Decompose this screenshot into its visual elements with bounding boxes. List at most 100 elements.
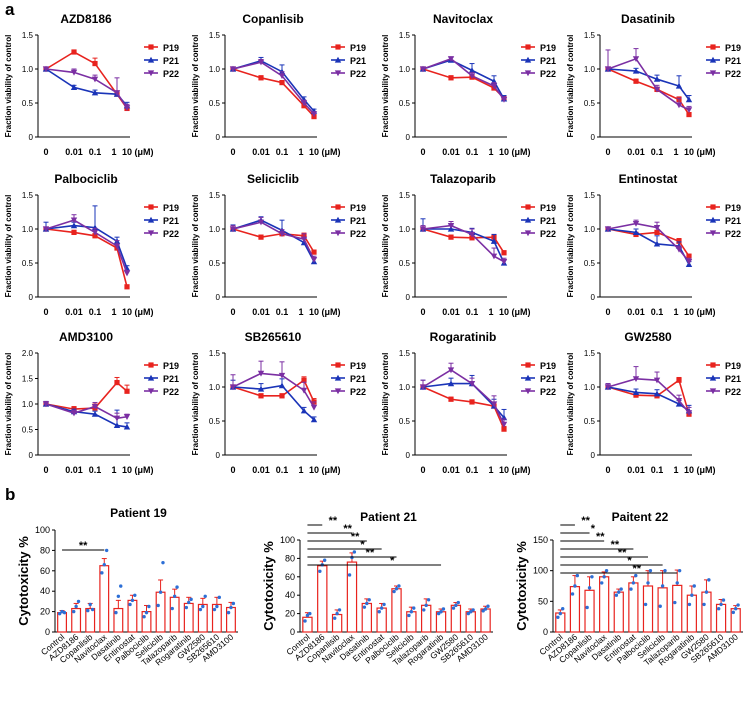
bar-group — [211, 595, 222, 633]
y-tick-label: 20 — [285, 609, 295, 619]
x-tick-label: 0.1 — [651, 307, 664, 317]
line-chart-entinostat: Entinostat 0 0.5 1.0 1.5 0 0.01 0.1 1 10 (μM) Fract… — [566, 172, 741, 317]
x-tick-label: 1 — [298, 307, 303, 317]
legend-marker — [334, 230, 342, 237]
bar-group — [113, 584, 124, 633]
x-tick-label: 10 — [499, 465, 509, 475]
bar-group — [584, 575, 595, 633]
legend-label: P22 — [350, 229, 366, 239]
x-tick-label: 1 — [111, 465, 116, 475]
bar — [169, 596, 180, 633]
chart-title: Rogaratinib — [430, 330, 497, 344]
legend-marker — [147, 56, 155, 63]
legend-label: P21 — [163, 374, 179, 384]
y-tick-label: 0 — [406, 293, 411, 302]
legend-marker — [710, 362, 716, 368]
legend-label: P19 — [540, 203, 556, 213]
data-point — [57, 611, 62, 616]
x-tick-label: 10 — [309, 465, 319, 475]
x-tick-label: 0 — [420, 307, 425, 317]
y-tick-label: 40 — [285, 590, 295, 600]
data-point — [490, 83, 498, 90]
legend-marker — [524, 216, 532, 223]
x-tick-label: 10 — [122, 465, 132, 475]
legend-label: P21 — [163, 216, 179, 226]
series-line — [422, 57, 505, 101]
y-tick-label: 60 — [285, 572, 295, 582]
bar-group — [99, 548, 110, 633]
significance-label: ** — [632, 563, 641, 575]
bar-group — [730, 603, 741, 633]
significance-label: ** — [366, 547, 375, 559]
data-point — [279, 80, 285, 86]
x-tick-label: 10 — [684, 465, 694, 475]
data-point — [229, 384, 237, 391]
data-point — [675, 82, 683, 89]
data-point — [468, 73, 476, 79]
legend-item-p19: P19 — [706, 361, 741, 371]
data-point — [631, 581, 636, 585]
y-tick-label: 0.5 — [209, 259, 221, 268]
x-tick-label: 0.1 — [89, 465, 102, 475]
data-point — [439, 610, 443, 614]
significance-label: ** — [618, 547, 627, 559]
data-point — [686, 111, 692, 118]
bar-group — [480, 604, 491, 633]
legend-item-p22: P22 — [331, 69, 366, 79]
bar — [701, 591, 712, 633]
y-tick-label: 0.5 — [584, 259, 596, 268]
y-tick-label: 1.5 — [22, 31, 34, 40]
legend-label: P19 — [725, 361, 741, 371]
series-p19 — [43, 226, 130, 290]
y-tick-label: 0 — [591, 133, 596, 142]
data-point — [648, 568, 653, 573]
legend-label: P22 — [540, 229, 556, 239]
series-line — [45, 68, 128, 109]
significance-label: * — [390, 555, 395, 567]
legend-label: P21 — [540, 374, 556, 384]
legend-item-p21: P21 — [706, 216, 741, 226]
x-unit-label: (μM) — [135, 465, 154, 475]
y-axis-label: Fraction viability of control — [566, 35, 575, 138]
data-point — [677, 568, 682, 573]
y-tick-label: 0.5 — [584, 99, 596, 108]
series-p22 — [229, 58, 318, 118]
data-point — [704, 590, 709, 594]
y-tick-label: 1.0 — [209, 225, 221, 234]
data-point — [217, 595, 221, 600]
x-tick-label: 0.01 — [65, 307, 83, 317]
data-point — [466, 611, 471, 616]
x-tick-label: 0.1 — [651, 147, 664, 157]
series-p22 — [419, 221, 508, 265]
data-point — [333, 616, 337, 620]
data-point — [686, 253, 692, 259]
data-point — [71, 229, 77, 235]
data-point — [91, 403, 99, 410]
legend-item-p22: P22 — [144, 69, 179, 79]
significance-label: ** — [611, 539, 620, 551]
legend-item-p22: P22 — [521, 69, 556, 79]
bar-group — [613, 587, 624, 633]
y-tick-label: 1.0 — [584, 225, 596, 234]
bar — [155, 591, 166, 633]
legend-marker — [709, 56, 717, 63]
legend-label: P21 — [540, 56, 556, 66]
data-point — [632, 220, 640, 227]
series-p21 — [229, 378, 318, 423]
x-tick-label: 0.01 — [252, 307, 270, 317]
legend-label: P22 — [725, 387, 741, 397]
legend-label: P22 — [725, 229, 741, 239]
legend-marker — [334, 70, 342, 77]
series-p22 — [419, 362, 508, 428]
data-point — [501, 250, 507, 256]
data-point — [86, 608, 90, 613]
y-tick-label: 1.5 — [209, 191, 221, 200]
legend-marker — [147, 374, 155, 381]
data-point — [300, 407, 308, 414]
bar-group — [225, 601, 236, 633]
data-point — [733, 606, 738, 611]
x-unit-label: (μM) — [697, 307, 716, 317]
data-point — [690, 593, 694, 597]
data-point — [335, 611, 339, 616]
y-tick-label: 100 — [280, 535, 295, 545]
